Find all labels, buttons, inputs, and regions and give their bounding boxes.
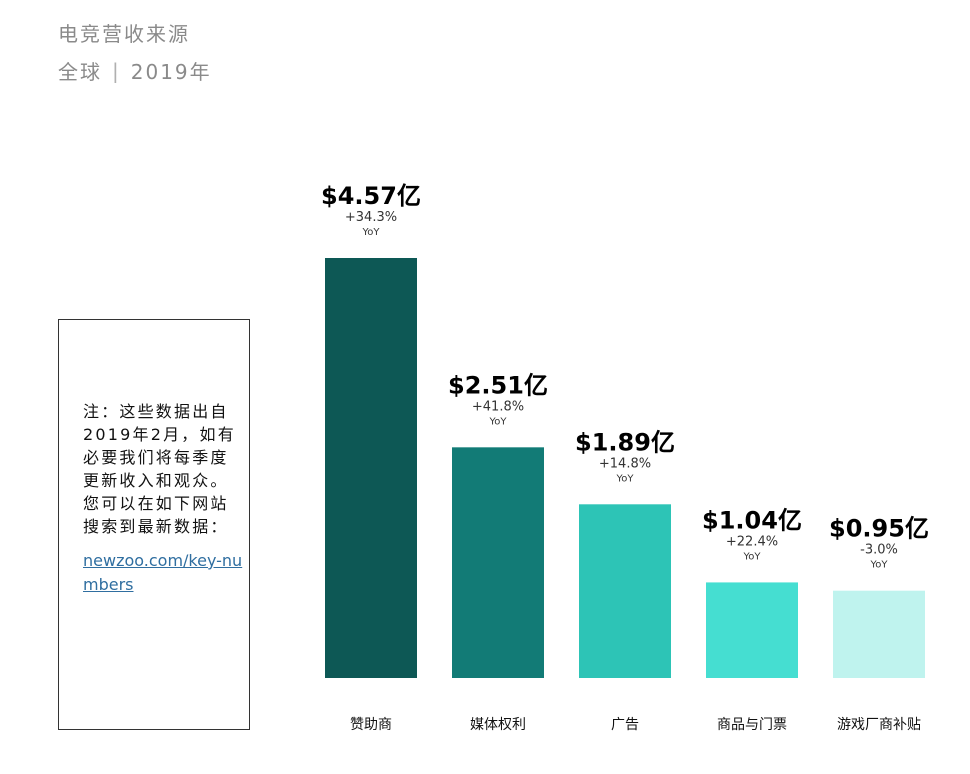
yoy-label-1: YoY <box>361 227 380 238</box>
bar-5 <box>833 590 925 678</box>
chart-subtitle: 全球 | 2019年 <box>58 56 212 85</box>
note-box: 注：这些数据出自2019年2月，如有必要我们将每季度更新收入和观众。您可以在如下… <box>58 319 250 730</box>
subtitle-separator: | <box>112 58 121 83</box>
yoy-label-5: YoY <box>869 560 888 571</box>
bar-1 <box>325 258 417 678</box>
growth-label-5: -3.0% <box>860 543 898 558</box>
category-label-1: 赞助商 <box>350 717 392 733</box>
growth-label-3: +14.8% <box>599 456 651 471</box>
year-label: 2019年 <box>130 60 212 84</box>
bar-2 <box>452 447 544 678</box>
category-label-2: 媒体权利 <box>470 717 526 733</box>
yoy-label-2: YoY <box>488 416 507 427</box>
chart-title: 电竞营收来源 <box>58 22 190 46</box>
value-label-5: $0.95亿 <box>829 515 929 543</box>
category-label-5: 游戏厂商补贴 <box>837 717 921 733</box>
note-text: 注：这些数据出自2019年2月，如有必要我们将每季度更新收入和观众。您可以在如下… <box>83 402 236 536</box>
category-label-3: 广告 <box>611 717 639 733</box>
bar-3 <box>579 504 671 678</box>
region-label: 全球 <box>58 60 102 84</box>
growth-label-4: +22.4% <box>726 534 778 549</box>
yoy-label-4: YoY <box>742 551 761 562</box>
growth-label-2: +41.8% <box>472 399 524 414</box>
category-label-4: 商品与门票 <box>717 717 787 733</box>
value-label-2: $2.51亿 <box>448 371 548 399</box>
value-label-4: $1.04亿 <box>702 506 802 534</box>
value-label-1: $4.57亿 <box>321 182 421 210</box>
growth-label-1: +34.3% <box>345 210 397 225</box>
bar-4 <box>706 582 798 678</box>
newzoo-link[interactable]: newzoo.com/key-numbers <box>83 551 243 594</box>
value-label-3: $1.89亿 <box>575 428 675 456</box>
yoy-label-3: YoY <box>615 473 634 484</box>
